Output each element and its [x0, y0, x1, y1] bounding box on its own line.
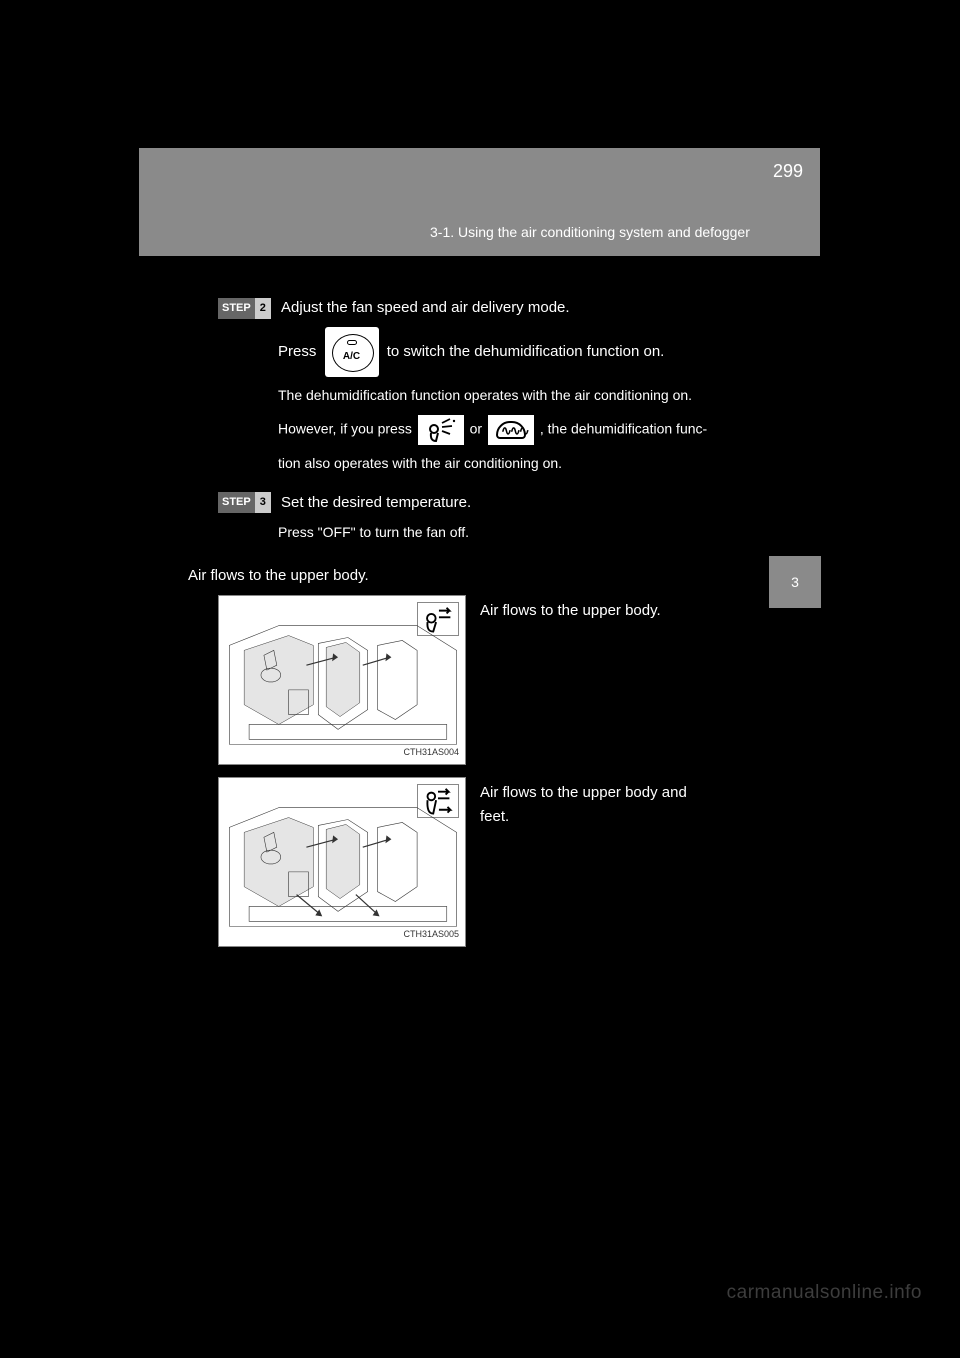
watermark: carmanualsonline.info: [727, 1282, 922, 1304]
step2-row: STEP 2 Adjust the fan speed and air deli…: [218, 296, 758, 319]
chapter-tab: 3: [769, 556, 821, 608]
step-number: 2: [255, 298, 271, 319]
step3-row: STEP 3 Set the desired temperature.: [218, 491, 758, 514]
step3-text: Set the desired temperature.: [281, 494, 471, 511]
upper-body-airflow-icon: [418, 415, 464, 445]
figure-2-label: CTH31AS005: [403, 928, 459, 942]
step2-line5: tion also operates with the air conditio…: [278, 453, 758, 475]
figure-1: CTH31AS004: [218, 595, 466, 765]
text: Press: [278, 343, 321, 360]
step2-text: Adjust the fan speed and air delivery mo…: [281, 299, 570, 316]
chapter-number: 3: [791, 574, 799, 590]
step3-note: Press "OFF" to turn the fan off.: [278, 522, 758, 544]
text: Press "OFF" to turn the fan off.: [278, 524, 469, 540]
text: However, if you press: [278, 421, 416, 437]
section-heading: 3-1. Using the air conditioning system a…: [430, 224, 750, 240]
step-label: STEP: [218, 492, 255, 513]
figure-2-caption-b: feet.: [480, 805, 760, 828]
text: , the dehumidification func-: [540, 421, 707, 437]
figure-1-caption: Air flows to the upper body.: [480, 599, 750, 622]
step-number: 3: [255, 492, 271, 513]
figure-2: CTH31AS005: [218, 777, 466, 947]
defrost-icon: ∿∿∿: [488, 415, 534, 445]
text: tion also operates with the air conditio…: [278, 455, 562, 471]
step2-line4: However, if you press or ∿∿∿ , the dehum…: [278, 415, 758, 445]
page-number: 299: [773, 161, 803, 182]
step-badge-2: STEP 2: [218, 298, 271, 318]
ac-button-icon: [325, 327, 379, 377]
step-badge-3: STEP 3: [218, 493, 271, 513]
airflow-heading: Air flows to the upper body.: [188, 564, 758, 587]
step-label: STEP: [218, 298, 255, 319]
figure-2-caption-a: Air flows to the upper body and: [480, 781, 760, 804]
content-area: STEP 2 Adjust the fan speed and air deli…: [218, 296, 758, 959]
text: to switch the dehumidification function …: [387, 343, 665, 360]
figure-1-label: CTH31AS004: [403, 746, 459, 760]
text: or: [470, 421, 486, 437]
step2-line3: The dehumidification function operates w…: [278, 385, 758, 407]
text: The dehumidification function operates w…: [278, 387, 692, 403]
step2-line2: Press to switch the dehumidification fun…: [278, 327, 758, 377]
